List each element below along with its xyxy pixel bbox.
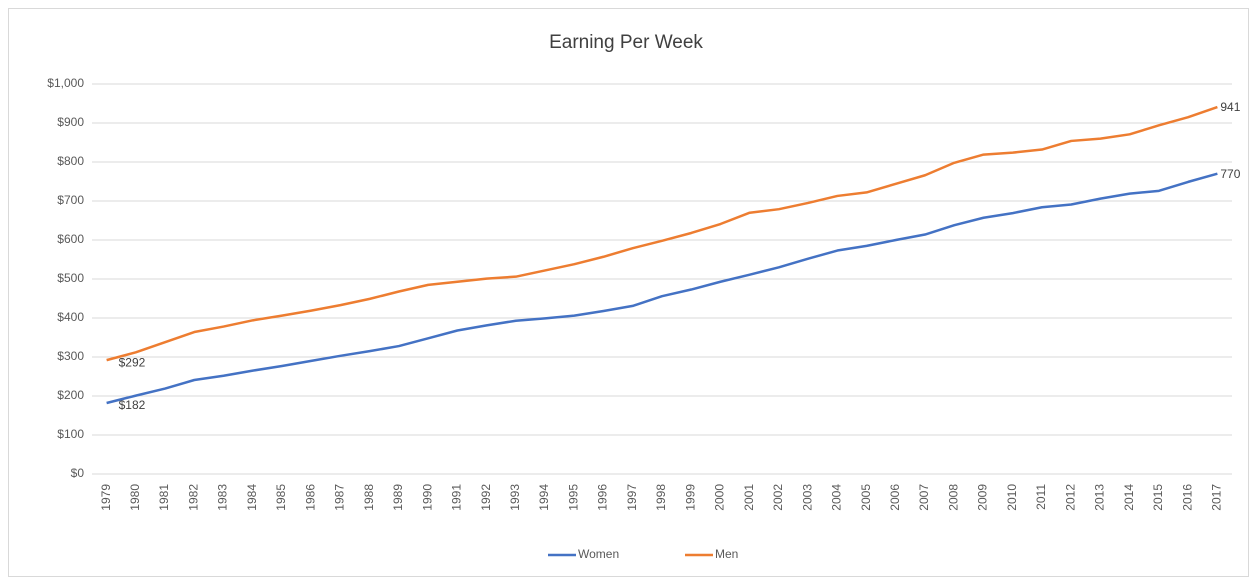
y-tick-label: $0 xyxy=(71,466,85,480)
x-tick-label: 1984 xyxy=(245,484,259,511)
series-line xyxy=(106,172,1218,405)
x-tick-label: 2009 xyxy=(976,484,990,511)
legend-label: Men xyxy=(715,547,738,561)
x-tick-label: 2005 xyxy=(859,484,873,511)
x-tick-label: 2013 xyxy=(1093,484,1107,511)
x-tick-label: 2003 xyxy=(800,484,814,511)
x-tick-label: 1991 xyxy=(450,484,464,511)
y-tick-label: $1,000 xyxy=(47,76,84,90)
x-tick-label: 1982 xyxy=(186,484,200,511)
x-tick-label: 1983 xyxy=(216,484,230,511)
x-tick-label: 1999 xyxy=(683,484,697,511)
y-tick-label: $900 xyxy=(57,115,84,129)
x-tick-label: 2007 xyxy=(917,484,931,511)
x-tick-label: 1995 xyxy=(566,484,580,511)
y-tick-label: $600 xyxy=(57,232,84,246)
x-tick-label: 2004 xyxy=(830,484,844,511)
y-tick-label: $100 xyxy=(57,427,84,441)
x-tick-label: 1979 xyxy=(99,484,113,511)
x-tick-label: 1998 xyxy=(654,484,668,511)
y-tick-label: $200 xyxy=(57,388,84,402)
x-tick-label: 1981 xyxy=(157,484,171,511)
data-label: 770 xyxy=(1220,167,1240,181)
x-tick-label: 1993 xyxy=(508,484,522,511)
data-label: 941 xyxy=(1220,100,1240,114)
legend-label: Women xyxy=(578,547,619,561)
x-tick-label: 1985 xyxy=(274,484,288,511)
x-tick-label: 2016 xyxy=(1180,484,1194,511)
x-tick-label: 2000 xyxy=(713,484,727,511)
chart-title: Earning Per Week xyxy=(549,32,703,53)
x-tick-label: 2011 xyxy=(1034,484,1048,510)
x-tick-label: 2014 xyxy=(1122,484,1136,511)
x-tick-label: 1996 xyxy=(596,484,610,511)
x-tick-label: 1988 xyxy=(362,484,376,511)
series-line xyxy=(106,105,1218,362)
x-tick-label: 1997 xyxy=(625,484,639,511)
data-label: $182 xyxy=(119,398,146,412)
x-tick-label: 2015 xyxy=(1151,484,1165,511)
y-tick-label: $300 xyxy=(57,349,84,363)
x-tick-label: 2001 xyxy=(742,484,756,511)
x-tick-label: 2017 xyxy=(1210,484,1224,511)
y-tick-label: $400 xyxy=(57,310,84,324)
y-tick-label: $800 xyxy=(57,154,84,168)
x-tick-label: 1992 xyxy=(479,484,493,511)
x-tick-label: 2006 xyxy=(888,484,902,511)
x-tick-label: 1980 xyxy=(128,484,142,511)
y-tick-label: $500 xyxy=(57,271,84,285)
y-tick-label: $700 xyxy=(57,193,84,207)
x-tick-label: 1994 xyxy=(537,484,551,511)
x-tick-label: 1989 xyxy=(391,484,405,511)
x-tick-label: 2002 xyxy=(771,484,785,511)
x-tick-label: 2008 xyxy=(946,484,960,511)
x-tick-label: 2010 xyxy=(1005,484,1019,511)
chart-border xyxy=(8,8,1249,577)
x-tick-label: 1987 xyxy=(333,484,347,511)
x-tick-label: 1990 xyxy=(420,484,434,511)
x-tick-label: 2012 xyxy=(1063,484,1077,511)
data-label: $292 xyxy=(119,355,146,369)
x-tick-label: 1986 xyxy=(303,484,317,511)
